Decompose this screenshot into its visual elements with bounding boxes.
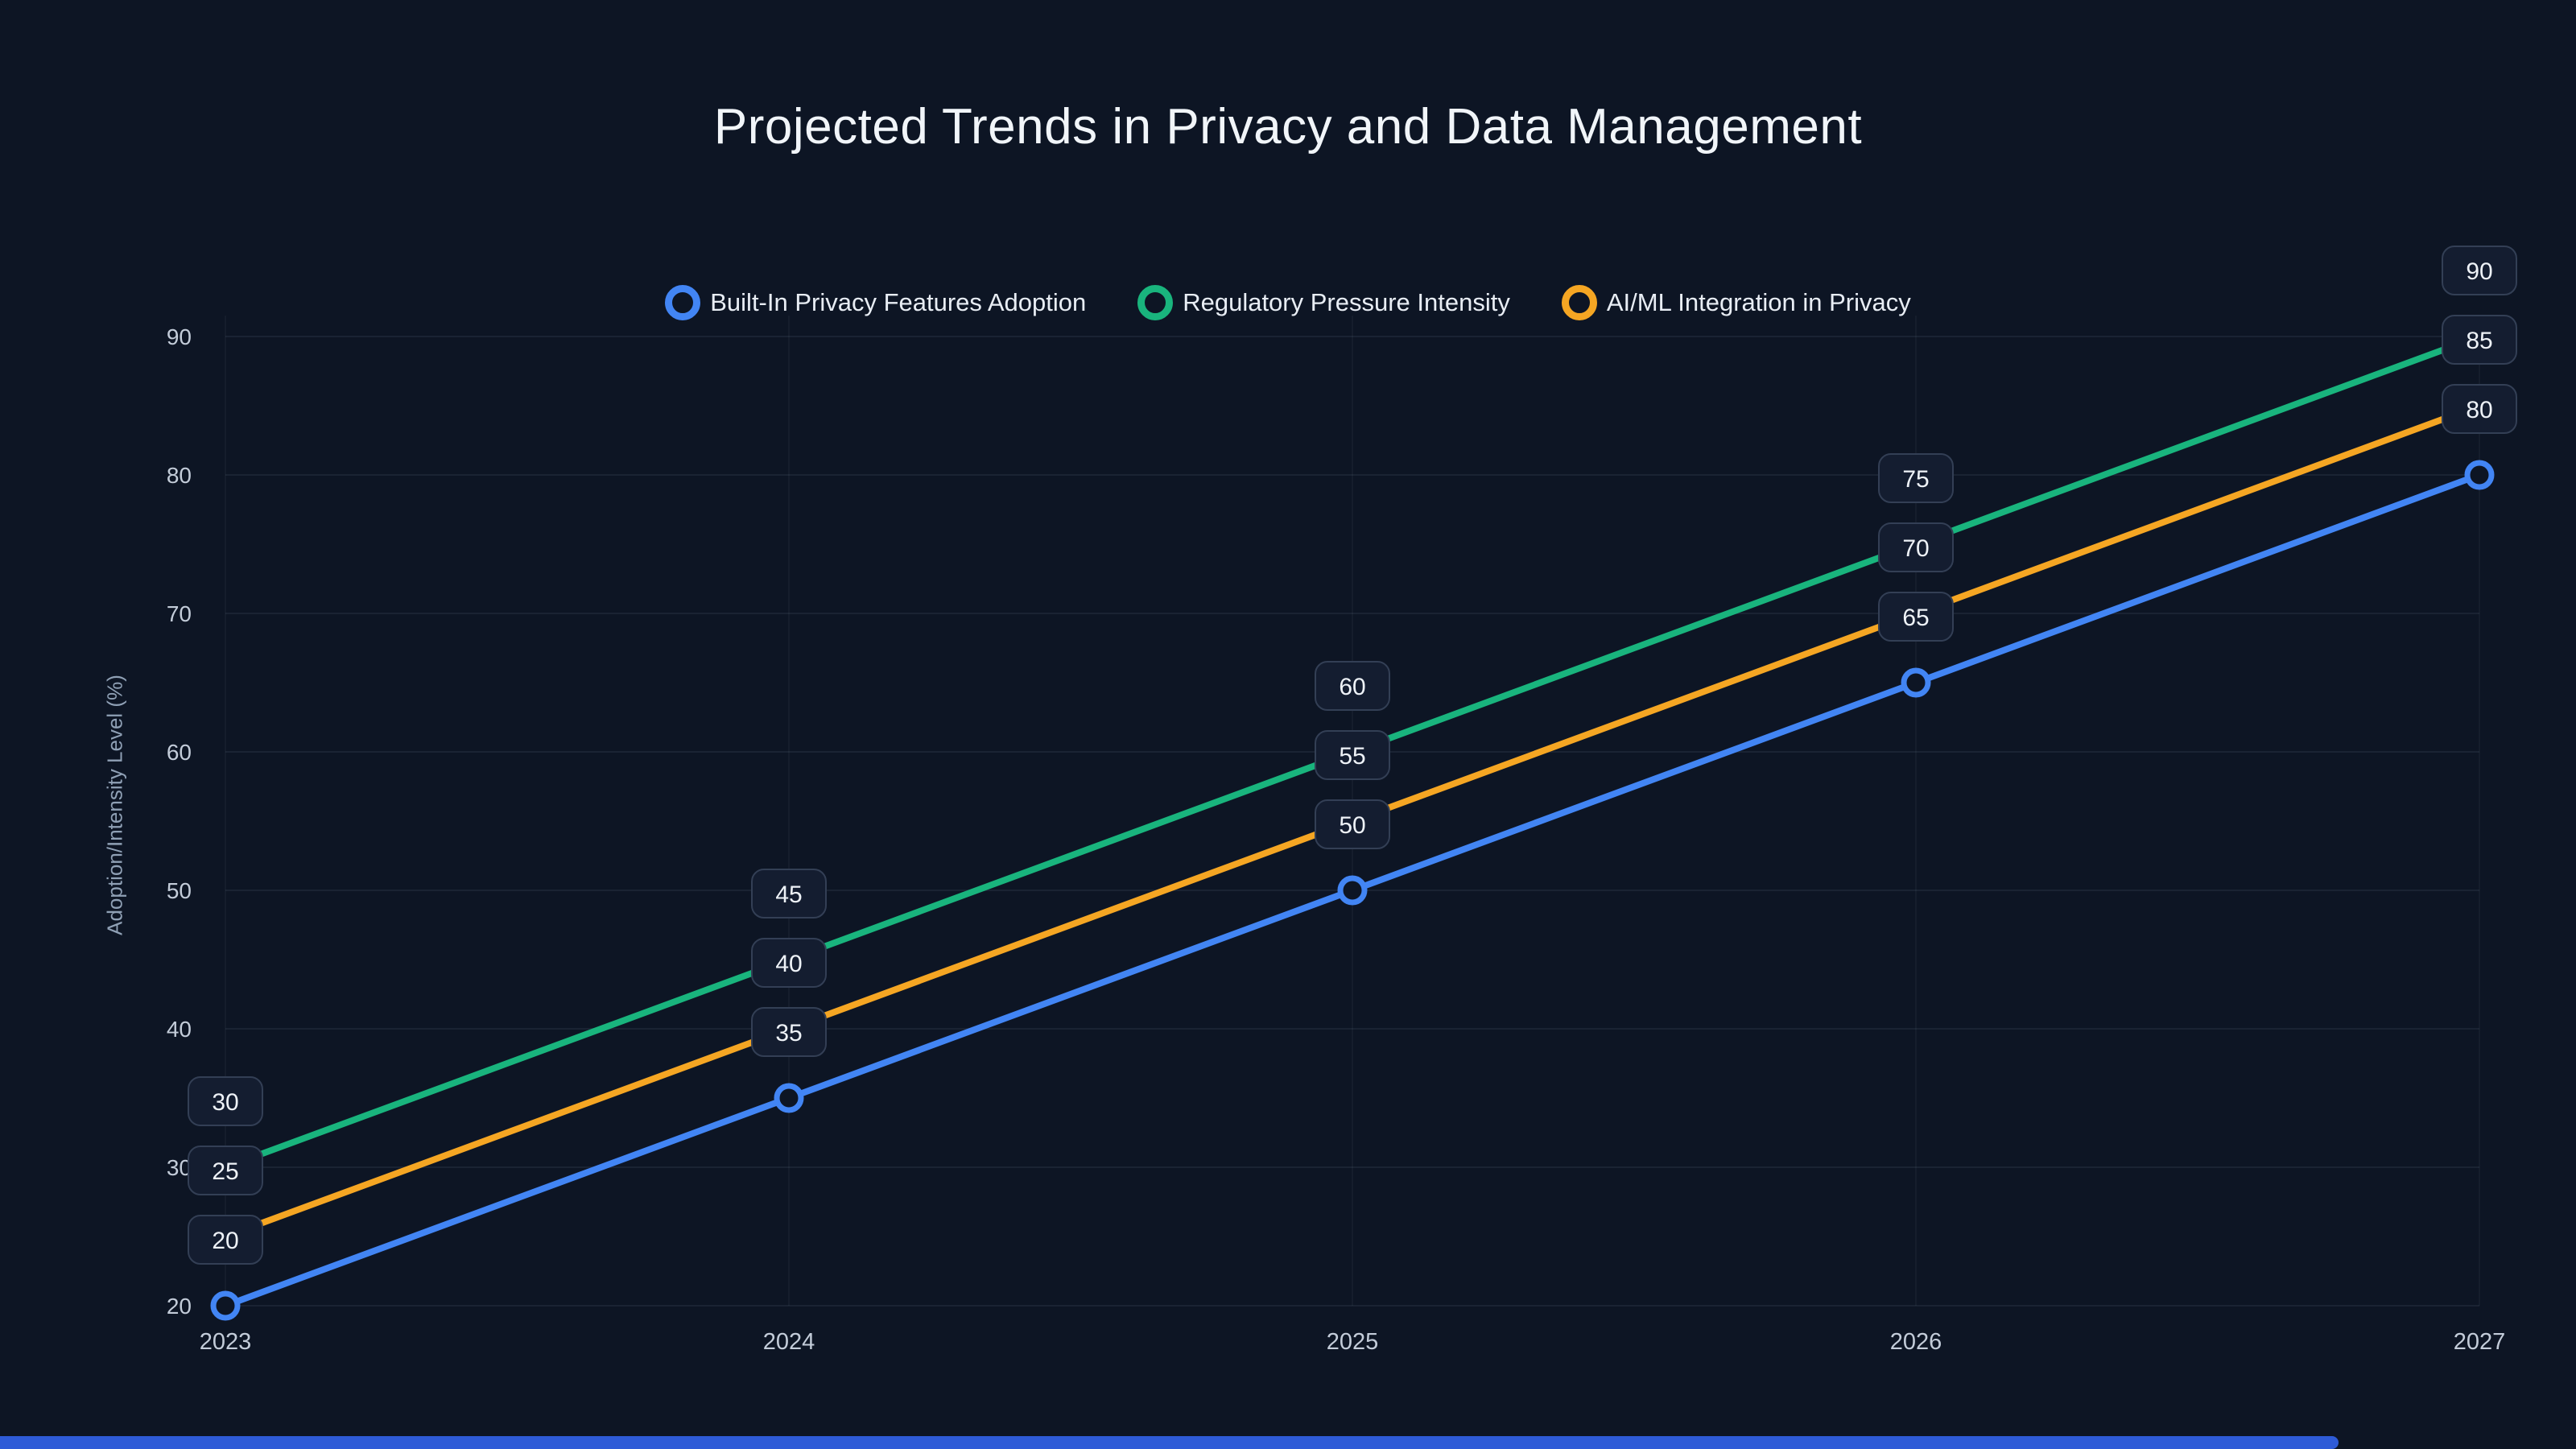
data-label-value: 85	[2466, 328, 2492, 354]
data-label-value: 45	[775, 881, 802, 908]
legend-marker-icon	[1137, 285, 1174, 320]
legend-item-2[interactable]: AI/ML Integration in Privacy	[1561, 285, 1911, 320]
data-label-value: 70	[1902, 535, 1929, 562]
chart-title: Projected Trends in Privacy and Data Man…	[713, 99, 1863, 155]
data-point-marker	[210, 1290, 241, 1321]
legend-item-0[interactable]: Built-In Privacy Features Adoption	[665, 285, 1086, 320]
data-label-badge	[1315, 799, 1390, 849]
x-tick-label: 2024	[763, 1329, 815, 1355]
data-label-badge	[1315, 730, 1390, 780]
data-label-badge	[1878, 453, 1954, 503]
data-label-value: 50	[1339, 812, 1365, 839]
data-label-badge	[188, 1215, 263, 1265]
data-point-marker	[1901, 667, 1931, 698]
data-label-badge	[1315, 661, 1390, 711]
legend-item-label: Regulatory Pressure Intensity	[1183, 288, 1510, 316]
data-point-marker	[1337, 875, 1368, 906]
data-label-badge	[2442, 246, 2517, 295]
data-label-badge	[751, 869, 827, 919]
x-tick-label: 2023	[200, 1329, 252, 1355]
legend-item-1[interactable]: Regulatory Pressure Intensity	[1137, 285, 1510, 320]
data-label-value: 75	[1902, 466, 1929, 493]
x-tick-label: 2026	[1890, 1329, 1942, 1355]
data-label-value: 90	[2466, 258, 2492, 285]
data-label-value: 35	[775, 1020, 802, 1046]
y-tick-label: 80	[167, 463, 192, 488]
data-label-badge	[1878, 522, 1954, 572]
bottom-accent-bar	[0, 1436, 2339, 1449]
y-tick-label: 40	[167, 1017, 192, 1042]
data-label-badge	[751, 938, 827, 988]
data-label-badge	[188, 1076, 263, 1126]
data-label-value: 80	[2466, 397, 2492, 423]
y-tick-label: 30	[167, 1155, 192, 1180]
y-tick-label: 50	[167, 878, 192, 903]
chart-legend: Built-In Privacy Features Adoption Regula…	[0, 285, 2576, 320]
x-tick-label: 2025	[1327, 1329, 1379, 1355]
data-label-value: 65	[1902, 605, 1929, 631]
data-label-badge	[751, 1007, 827, 1057]
data-label-value: 55	[1339, 743, 1365, 770]
data-label-value: 60	[1339, 674, 1365, 700]
y-tick-label: 60	[167, 740, 192, 765]
data-label-value: 40	[775, 951, 802, 977]
data-label-value: 20	[212, 1228, 238, 1254]
data-point-marker	[2464, 460, 2495, 490]
y-tick-label: 90	[167, 324, 192, 349]
data-label-badge	[2442, 384, 2517, 434]
legend-item-label: Built-In Privacy Features Adoption	[710, 288, 1087, 316]
data-label-badge	[2442, 315, 2517, 365]
legend-marker-icon	[1561, 285, 1597, 320]
data-label-value: 25	[212, 1158, 238, 1185]
y-tick-label: 20	[167, 1294, 192, 1319]
data-label-value: 30	[212, 1089, 238, 1116]
data-label-badge	[1878, 592, 1954, 642]
legend-item-label: AI/ML Integration in Privacy	[1606, 288, 1911, 316]
x-tick-label: 2027	[2454, 1329, 2506, 1355]
legend-marker-icon	[665, 285, 701, 320]
data-label-badge	[188, 1146, 263, 1195]
data-point-marker	[774, 1083, 804, 1113]
y-tick-label: 70	[167, 601, 192, 626]
